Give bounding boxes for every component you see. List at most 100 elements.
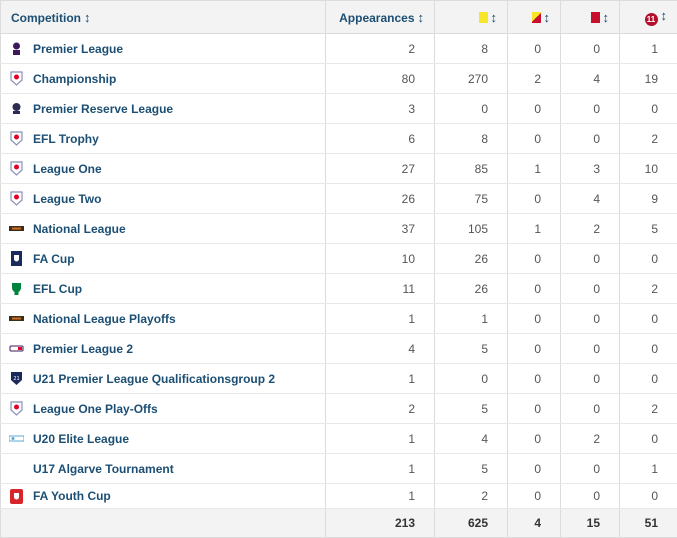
appearances-cell: 1: [326, 454, 435, 484]
national-league-logo-icon: [9, 311, 24, 326]
competition-column-header[interactable]: Competition↕: [1, 1, 326, 34]
yellow-cards-cell: 5: [435, 394, 508, 424]
yellow-cards-cell: 26: [435, 274, 508, 304]
red-cards-cell: 2: [561, 424, 620, 454]
yellow-cards-cell: 5: [435, 454, 508, 484]
efl-logo-icon: [9, 71, 24, 86]
premier-league-2-logo-icon: [9, 341, 24, 356]
appearances-cell: 3: [326, 94, 435, 124]
competition-link[interactable]: League One: [33, 162, 102, 176]
yellow-cards-cell: 5: [435, 334, 508, 364]
competition-link[interactable]: FA Cup: [33, 252, 75, 266]
yellow-cards-cell: 8: [435, 34, 508, 64]
competition-link[interactable]: National League: [33, 222, 126, 236]
sort-icon[interactable]: ↕: [491, 10, 498, 25]
competition-link[interactable]: Premier Reserve League: [33, 102, 173, 116]
competition-link[interactable]: Premier League 2: [33, 342, 133, 356]
sort-icon[interactable]: ↕: [603, 10, 610, 25]
substitutions-cell: 9: [620, 184, 677, 214]
appearances-column-header[interactable]: Appearances↕: [326, 1, 435, 34]
yellow-red-cards-cell: 0: [508, 124, 561, 154]
yellow-red-card-column-header[interactable]: ↕: [508, 1, 561, 34]
substitutions-cell: 0: [620, 424, 677, 454]
competition-cell: FA Youth Cup: [1, 484, 326, 509]
substitutions-cell: 1: [620, 34, 677, 64]
competition-cell: FA Cup: [1, 244, 326, 274]
efl-logo-icon: [9, 401, 24, 416]
sort-icon[interactable]: ↕: [418, 10, 425, 25]
competition-link[interactable]: National League Playoffs: [33, 312, 176, 326]
red-card-column-header[interactable]: ↕: [561, 1, 620, 34]
red-cards-cell: 2: [561, 214, 620, 244]
yellow-cards-cell: 26: [435, 244, 508, 274]
red-cards-cell: 0: [561, 34, 620, 64]
substitutions-cell: 2: [620, 124, 677, 154]
yellow-cards-cell: 105: [435, 214, 508, 244]
competition-link[interactable]: EFL Trophy: [33, 132, 99, 146]
sort-icon[interactable]: ↕: [544, 10, 551, 25]
yellow-cards-cell: 2: [435, 484, 508, 509]
competition-link[interactable]: U17 Algarve Tournament: [33, 462, 174, 476]
appearances-cell: 2: [326, 34, 435, 64]
yellow-cards-cell: 4: [435, 424, 508, 454]
total-yellow-red-cards: 4: [508, 509, 561, 538]
competition-link[interactable]: U21 Premier League Qualificationsgroup 2: [33, 372, 275, 386]
substitutions-cell: 1: [620, 454, 677, 484]
yellow-red-cards-cell: 0: [508, 184, 561, 214]
competition-cell: Premier Reserve League: [1, 94, 326, 124]
yellow-red-cards-cell: 0: [508, 244, 561, 274]
appearances-cell: 1: [326, 304, 435, 334]
substitution-badge-icon: 11: [645, 13, 658, 26]
red-cards-cell: 0: [561, 274, 620, 304]
premier-reserve-logo-icon: [9, 101, 24, 116]
competition-cell: Premier League: [1, 34, 326, 64]
red-cards-cell: 4: [561, 184, 620, 214]
substitution-column-header[interactable]: 11↕: [620, 1, 677, 34]
fa-cup-logo-icon: [9, 251, 24, 266]
u21-premier-league-logo-icon: 21: [9, 371, 24, 386]
substitutions-cell: 2: [620, 274, 677, 304]
competition-link[interactable]: League One Play-Offs: [33, 402, 158, 416]
total-substitutions: 51: [620, 509, 677, 538]
table-row: 21 U21 Premier League Qualificationsgroup…: [1, 364, 677, 394]
sort-icon[interactable]: ↕: [84, 10, 91, 25]
appearances-cell: 1: [326, 424, 435, 454]
totals-row: 213 625 4 15 51: [1, 509, 677, 538]
yellow-red-cards-cell: 0: [508, 454, 561, 484]
yellow-red-cards-cell: 2: [508, 64, 561, 94]
empty-logo-icon: [9, 461, 24, 476]
yellow-red-card-icon: [532, 12, 541, 23]
red-card-icon: [591, 12, 600, 23]
substitutions-cell: 2: [620, 394, 677, 424]
competition-header-label: Competition: [11, 11, 81, 25]
yellow-red-cards-cell: 1: [508, 154, 561, 184]
sort-icon[interactable]: ↕: [661, 8, 668, 23]
yellow-red-cards-cell: 0: [508, 94, 561, 124]
yellow-red-cards-cell: 1: [508, 214, 561, 244]
appearances-cell: 2: [326, 394, 435, 424]
competition-cell: Premier League 2: [1, 334, 326, 364]
yellow-red-cards-cell: 0: [508, 484, 561, 509]
competition-link[interactable]: U20 Elite League: [33, 432, 129, 446]
appearances-cell: 6: [326, 124, 435, 154]
yellow-red-cards-cell: 0: [508, 334, 561, 364]
competition-link[interactable]: League Two: [33, 192, 101, 206]
substitutions-cell: 0: [620, 334, 677, 364]
competition-link[interactable]: EFL Cup: [33, 282, 82, 296]
substitutions-cell: 0: [620, 484, 677, 509]
competition-link[interactable]: Championship: [33, 72, 116, 86]
competition-link[interactable]: FA Youth Cup: [33, 489, 111, 503]
yellow-card-column-header[interactable]: ↕: [435, 1, 508, 34]
yellow-red-cards-cell: 0: [508, 424, 561, 454]
competition-link[interactable]: Premier League: [33, 42, 123, 56]
